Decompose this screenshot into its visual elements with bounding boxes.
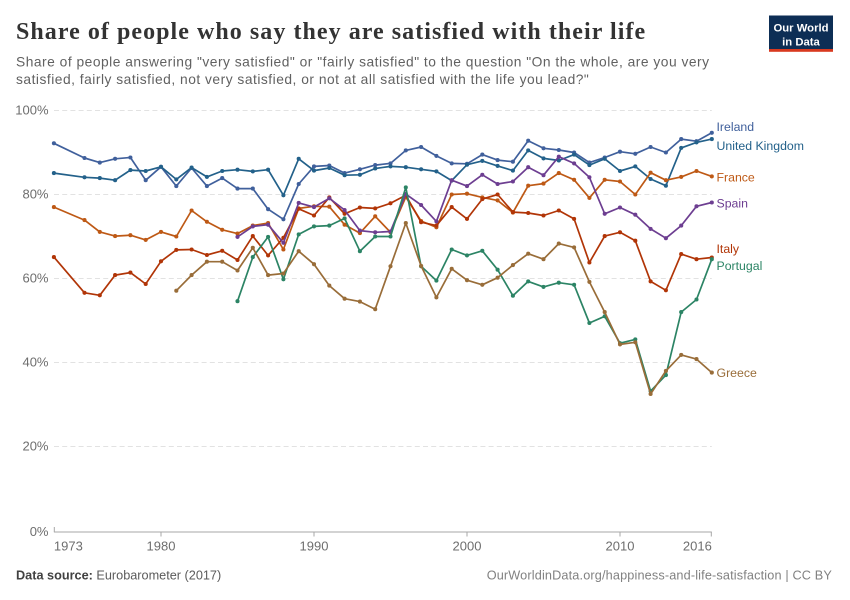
svg-text:Share of people who say they a: Share of people who say they are satisfi… (16, 19, 646, 45)
svg-text:Spain: Spain (717, 197, 749, 211)
svg-text:Ireland: Ireland (717, 120, 755, 134)
svg-text:Italy: Italy (717, 242, 740, 256)
svg-text:80%: 80% (22, 187, 48, 202)
svg-text:Greece: Greece (717, 366, 757, 380)
svg-text:1980: 1980 (147, 539, 176, 554)
svg-text:0%: 0% (30, 524, 49, 539)
svg-text:United Kingdom: United Kingdom (717, 139, 805, 153)
svg-text:Share of people answering "ver: Share of people answering "very satisfie… (16, 55, 710, 70)
svg-text:1973: 1973 (54, 539, 83, 554)
svg-text:40%: 40% (22, 355, 48, 370)
svg-text:1990: 1990 (300, 539, 329, 554)
svg-text:100%: 100% (15, 103, 49, 118)
svg-text:OurWorldinData.org/happiness-a: OurWorldinData.org/happiness-and-life-sa… (487, 569, 833, 583)
svg-text:20%: 20% (22, 439, 48, 454)
svg-text:2016: 2016 (683, 539, 712, 554)
svg-text:2010: 2010 (606, 539, 635, 554)
svg-text:2000: 2000 (453, 539, 482, 554)
svg-text:Our World: Our World (773, 23, 828, 35)
svg-text:in Data: in Data (782, 37, 820, 49)
svg-text:Data source: Eurobarometer (20: Data source: Eurobarometer (2017) (16, 569, 221, 583)
svg-text:60%: 60% (22, 271, 48, 286)
svg-text:France: France (717, 171, 755, 185)
svg-text:Portugal: Portugal (717, 259, 763, 273)
svg-text:satisfied, fairly satisfied, n: satisfied, fairly satisfied, not very sa… (16, 72, 589, 87)
